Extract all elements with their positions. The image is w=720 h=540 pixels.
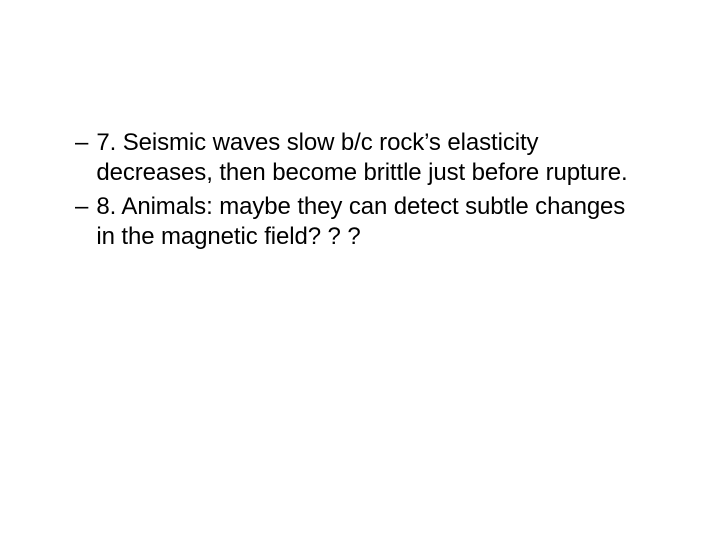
list-item: – 8. Animals: maybe they can detect subt… (75, 192, 635, 252)
slide-content: – 7. Seismic waves slow b/c rock’s elast… (75, 128, 635, 256)
bullet-text: 8. Animals: maybe they can detect subtle… (96, 192, 635, 252)
bullet-dash: – (75, 192, 96, 222)
list-item: – 7. Seismic waves slow b/c rock’s elast… (75, 128, 635, 188)
bullet-text: 7. Seismic waves slow b/c rock’s elastic… (96, 128, 635, 188)
bullet-dash: – (75, 128, 96, 158)
